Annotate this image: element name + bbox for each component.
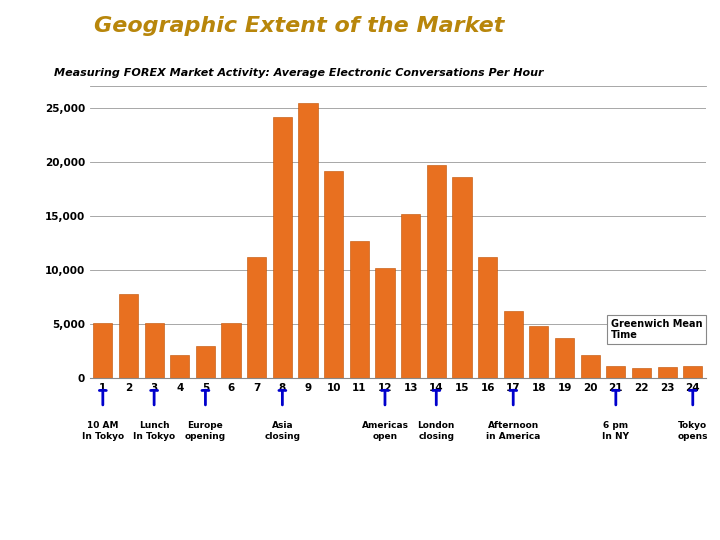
Bar (170, 355, 189, 378)
Bar (93, 323, 112, 378)
Text: Greenwich Mean
Time: Greenwich Mean Time (611, 319, 702, 340)
Text: 10 AM
In Tokyo: 10 AM In Tokyo (82, 421, 124, 441)
Bar (247, 257, 266, 378)
Bar (375, 268, 395, 378)
Bar (683, 366, 703, 378)
Bar (478, 257, 498, 378)
Bar (427, 165, 446, 378)
Bar (632, 368, 651, 378)
Bar (452, 177, 472, 378)
Bar (298, 103, 318, 378)
Bar (273, 117, 292, 378)
Bar (503, 311, 523, 378)
Text: Europe
opening: Europe opening (185, 421, 226, 441)
Bar (145, 323, 163, 378)
Bar (606, 366, 626, 378)
Text: 6 pm
In NY: 6 pm In NY (603, 421, 629, 441)
Text: Americas
open: Americas open (361, 421, 408, 441)
Bar (196, 346, 215, 378)
Text: Tokyo
opens: Tokyo opens (678, 421, 708, 441)
Bar (580, 355, 600, 378)
Bar (119, 294, 138, 378)
Text: London
closing: London closing (418, 421, 455, 441)
Bar (222, 323, 240, 378)
Bar (529, 326, 549, 378)
Text: Asia
closing: Asia closing (264, 421, 300, 441)
Bar (401, 214, 420, 378)
Text: Geographic Extent of the Market: Geographic Extent of the Market (94, 16, 504, 36)
Bar (555, 338, 574, 378)
Bar (324, 171, 343, 378)
Text: Lunch
In Tokyo: Lunch In Tokyo (133, 421, 175, 441)
Bar (657, 367, 677, 378)
Text: Afternoon
in America: Afternoon in America (486, 421, 541, 441)
Bar (350, 241, 369, 378)
Text: Measuring FOREX Market Activity: Average Electronic Conversations Per Hour: Measuring FOREX Market Activity: Average… (54, 68, 544, 78)
